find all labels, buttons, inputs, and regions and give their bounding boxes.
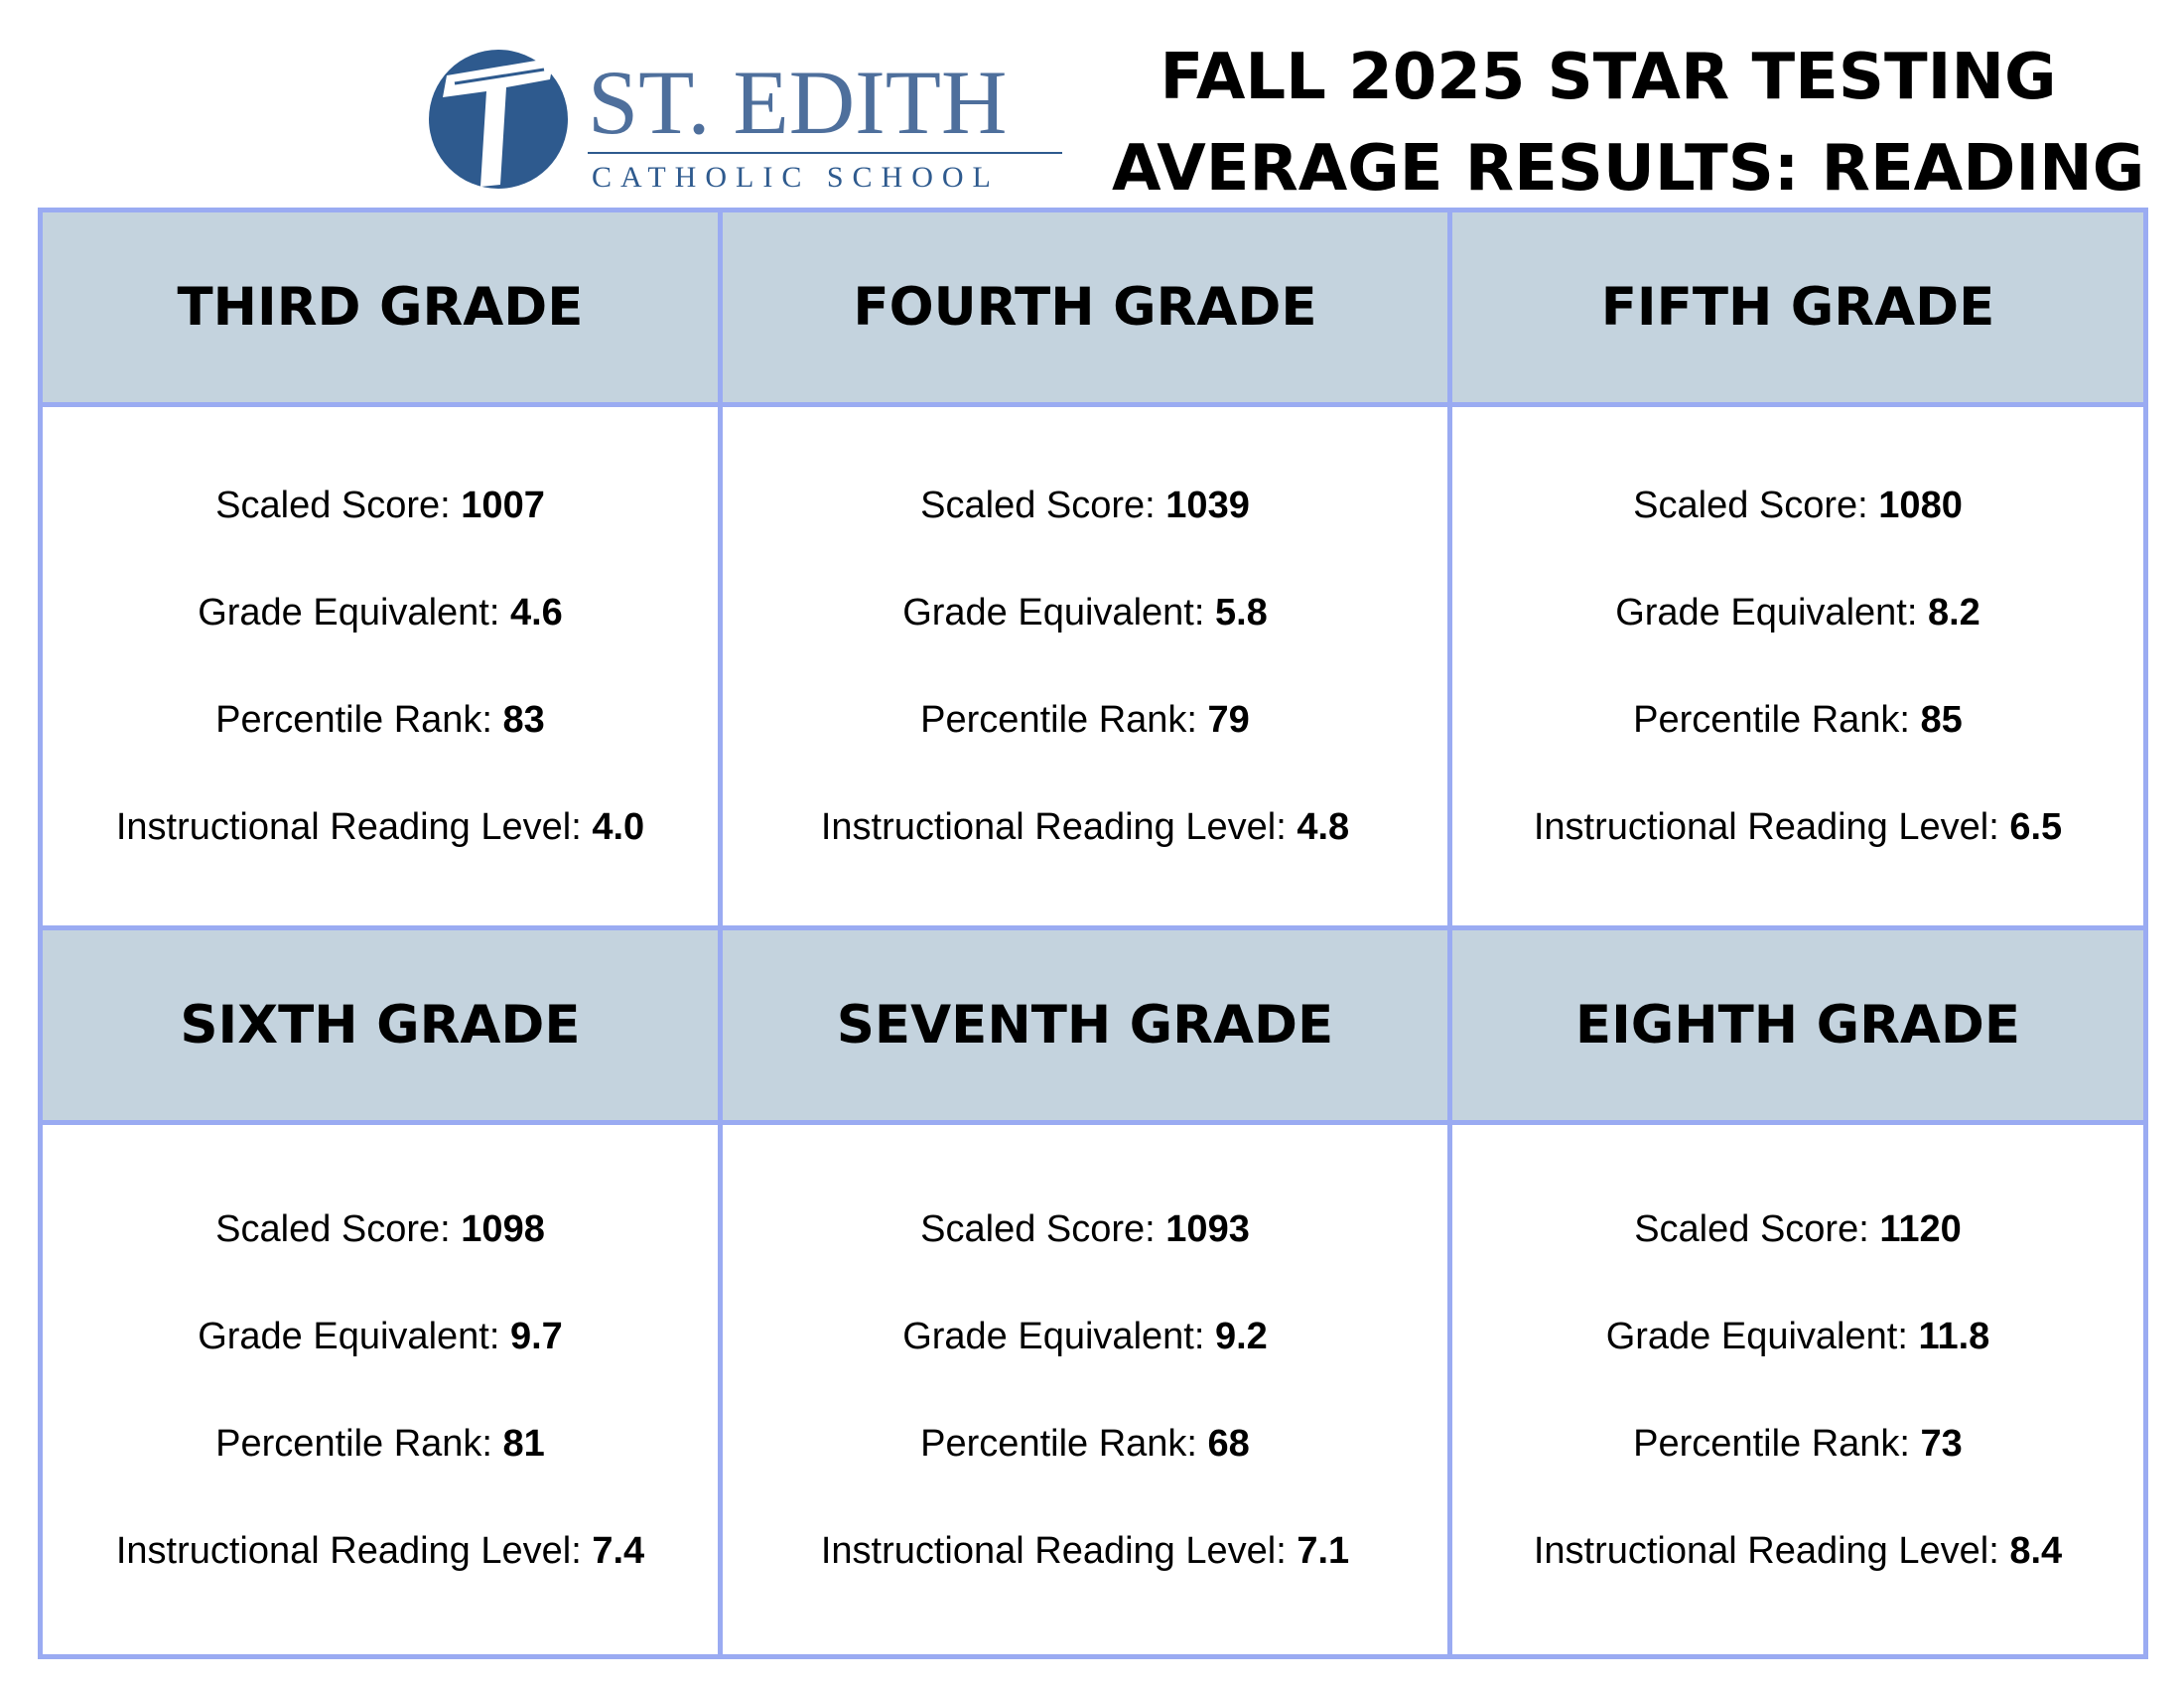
scaled-score: Scaled Score: 1093 [920, 1176, 1250, 1283]
grade-results-third: Scaled Score: 1007 Grade Equivalent: 4.6… [43, 407, 723, 930]
scaled-score: Scaled Score: 1120 [1634, 1176, 1962, 1283]
school-logo: ST. EDITH CATHOLIC SCHOOL [427, 36, 1072, 214]
stat-label: Scaled Score: [920, 485, 1166, 526]
stat-label: Instructional Reading Level: [820, 1529, 1297, 1572]
stat-value: 79 [1207, 699, 1250, 741]
grade-results-seventh: Scaled Score: 1093 Grade Equivalent: 9.2… [723, 1125, 1452, 1654]
instructional-reading-level: Instructional Reading Level: 8.4 [1534, 1497, 2062, 1605]
percentile-rank: Percentile Rank: 73 [1633, 1390, 1963, 1497]
stat-label: Instructional Reading Level: [115, 1529, 593, 1572]
scaled-score: Scaled Score: 1007 [215, 452, 545, 559]
title-line-2: AVERAGE RESULTS: READING [1112, 132, 2145, 206]
scaled-score: Scaled Score: 1080 [1633, 452, 1963, 559]
stat-label: Percentile Rank: [215, 1422, 503, 1465]
grade-header: EIGHTH GRADE [1452, 930, 2143, 1125]
stat-value: 9.2 [1214, 1315, 1268, 1357]
stat-value: 83 [502, 699, 545, 741]
scaled-score: Scaled Score: 1098 [215, 1176, 545, 1283]
stat-value: 1098 [461, 1207, 545, 1250]
grade-results-fourth: Scaled Score: 1039 Grade Equivalent: 5.8… [723, 407, 1452, 930]
cross-emblem-icon [429, 50, 568, 189]
percentile-rank: Percentile Rank: 68 [920, 1390, 1250, 1497]
scaled-score: Scaled Score: 1039 [920, 452, 1250, 559]
stat-label: Grade Equivalent: [1615, 592, 1928, 633]
stat-value: 4.0 [592, 806, 645, 848]
stat-value: 6.5 [2009, 806, 2063, 848]
logo-school-name: ST. EDITH [588, 52, 1007, 153]
school-logo-graphic: ST. EDITH CATHOLIC SCHOOL [429, 50, 1062, 194]
stat-value: 4.6 [509, 592, 563, 633]
grade-equivalent: Grade Equivalent: 9.2 [902, 1283, 1268, 1390]
grade-results-sixth: Scaled Score: 1098 Grade Equivalent: 9.7… [43, 1125, 723, 1654]
grade-equivalent: Grade Equivalent: 8.2 [1615, 559, 1980, 666]
stat-value: 7.1 [1297, 1529, 1350, 1572]
stat-value: 73 [1920, 1422, 1963, 1465]
stat-value: 1007 [461, 485, 545, 526]
stat-value: 5.8 [1214, 592, 1268, 633]
stat-value: 11.8 [1918, 1315, 1990, 1357]
instructional-reading-level: Instructional Reading Level: 7.4 [116, 1497, 644, 1605]
stat-value: 1080 [1878, 485, 1963, 526]
logo-school-subtitle: CATHOLIC SCHOOL [592, 161, 1000, 194]
stat-value: 1093 [1165, 1207, 1250, 1250]
grade-equivalent: Grade Equivalent: 4.6 [198, 559, 563, 666]
stat-value: 9.7 [509, 1315, 563, 1357]
percentile-rank: Percentile Rank: 83 [215, 666, 545, 774]
instructional-reading-level: Instructional Reading Level: 4.0 [116, 774, 644, 881]
instructional-reading-level: Instructional Reading Level: 4.8 [821, 774, 1349, 881]
results-grid: THIRD GRADE FOURTH GRADE FIFTH GRADE Sca… [38, 208, 2148, 1659]
stat-label: Instructional Reading Level: [820, 806, 1297, 848]
stat-label: Percentile Rank: [215, 699, 503, 741]
instructional-reading-level: Instructional Reading Level: 6.5 [1534, 774, 2062, 881]
title-line-1: FALL 2025 STAR TESTING [1160, 41, 2057, 114]
grade-header: THIRD GRADE [43, 212, 723, 407]
page-title: FALL 2025 STAR TESTING AVERAGE RESULTS: … [1112, 32, 2145, 214]
percentile-rank: Percentile Rank: 79 [920, 666, 1250, 774]
grade-equivalent: Grade Equivalent: 5.8 [902, 559, 1268, 666]
stat-label: Scaled Score: [1634, 1207, 1880, 1250]
stat-value: 68 [1207, 1422, 1250, 1465]
stat-label: Scaled Score: [215, 485, 462, 526]
instructional-reading-level: Instructional Reading Level: 7.1 [821, 1497, 1349, 1605]
stat-value: 8.4 [2009, 1529, 2063, 1572]
stat-value: 7.4 [592, 1529, 645, 1572]
stat-label: Grade Equivalent: [902, 592, 1215, 633]
stat-value: 85 [1920, 699, 1963, 741]
stat-label: Scaled Score: [920, 1207, 1166, 1250]
stat-value: 1120 [1879, 1207, 1962, 1250]
stat-label: Grade Equivalent: [1605, 1315, 1919, 1357]
stat-label: Percentile Rank: [920, 699, 1208, 741]
stat-label: Grade Equivalent: [902, 1315, 1215, 1357]
grade-header: FOURTH GRADE [723, 212, 1452, 407]
stat-label: Percentile Rank: [920, 1422, 1208, 1465]
stat-value: 4.8 [1297, 806, 1350, 848]
stat-label: Percentile Rank: [1633, 1422, 1921, 1465]
stat-label: Grade Equivalent: [198, 592, 510, 633]
grade-header: FIFTH GRADE [1452, 212, 2143, 407]
stat-label: Instructional Reading Level: [115, 806, 593, 848]
grade-header: SEVENTH GRADE [723, 930, 1452, 1125]
percentile-rank: Percentile Rank: 81 [215, 1390, 545, 1497]
stat-label: Scaled Score: [1633, 485, 1879, 526]
grade-equivalent: Grade Equivalent: 9.7 [198, 1283, 563, 1390]
stat-label: Instructional Reading Level: [1533, 1529, 2010, 1572]
grade-results-fifth: Scaled Score: 1080 Grade Equivalent: 8.2… [1452, 407, 2143, 930]
grade-results-eighth: Scaled Score: 1120 Grade Equivalent: 11.… [1452, 1125, 2143, 1654]
stat-label: Grade Equivalent: [198, 1315, 510, 1357]
stat-value: 8.2 [1927, 592, 1980, 633]
stat-label: Percentile Rank: [1633, 699, 1921, 741]
stat-label: Instructional Reading Level: [1533, 806, 2010, 848]
stat-value: 81 [502, 1422, 545, 1465]
grade-equivalent: Grade Equivalent: 11.8 [1606, 1283, 1990, 1390]
percentile-rank: Percentile Rank: 85 [1633, 666, 1963, 774]
stat-label: Scaled Score: [215, 1207, 462, 1250]
grade-header: SIXTH GRADE [43, 930, 723, 1125]
stat-value: 1039 [1165, 485, 1250, 526]
